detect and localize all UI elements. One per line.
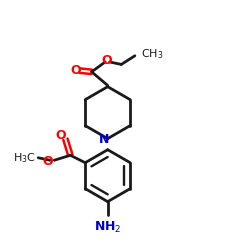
Text: H$_3$C: H$_3$C	[13, 151, 36, 165]
Text: NH$_2$: NH$_2$	[94, 220, 121, 235]
Text: O: O	[42, 155, 53, 168]
Text: N: N	[99, 133, 109, 146]
Text: O: O	[70, 64, 80, 77]
Text: CH$_3$: CH$_3$	[141, 47, 164, 61]
Text: O: O	[56, 129, 66, 142]
Text: O: O	[101, 54, 112, 67]
